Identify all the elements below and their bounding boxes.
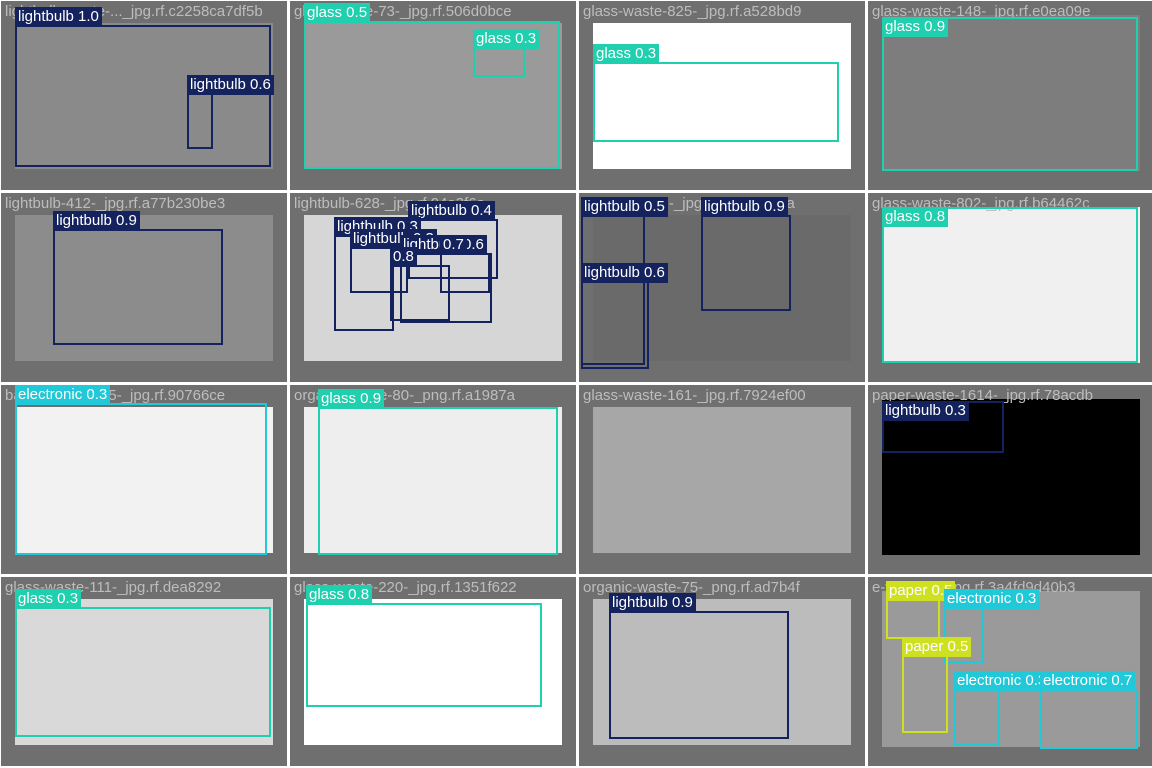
result-tile: e-waste-..._jpg.rf.3a4fd9d40b3 paper 0.5 e…: [868, 577, 1152, 766]
detection-label: lightbulb 0.3: [882, 401, 969, 421]
bounding-box-glass: [882, 207, 1138, 363]
detection-label: 0.7: [440, 235, 467, 255]
detection-label: glass 0.3: [473, 29, 540, 49]
detection-label: paper 0.5: [902, 637, 972, 657]
detection-label: glass 0.5: [304, 3, 371, 23]
bounding-box-lightbulb: [187, 93, 213, 149]
bounding-box-paper: [902, 655, 948, 733]
image-filename: glass-waste-161-_jpg.rf.7924ef00: [583, 387, 806, 404]
detection-label: glass 0.8: [882, 207, 949, 227]
sample-image: [882, 207, 1140, 363]
image-filename: glass-waste-148-_jpg.rf.e0ea09e: [872, 3, 1091, 20]
bounding-box-lightbulb: [581, 281, 649, 369]
bounding-box-paper: [886, 599, 940, 639]
result-tile: lightbulb-287-_jpg.rf.75e90900a lightbulb…: [579, 193, 865, 382]
sample-image: [304, 407, 562, 553]
sample-image: [593, 215, 851, 361]
detection-label: glass 0.3: [593, 44, 660, 64]
detection-label: electronic 0.3: [954, 671, 1050, 691]
detection-label: lightbulb 0.6: [581, 263, 668, 283]
bounding-box-glass: [304, 21, 560, 169]
bounding-box-glass: [882, 17, 1138, 171]
detection-label: electronic 0.3: [15, 385, 111, 405]
detection-label: glass 0.8: [306, 585, 373, 605]
image-filename: lightbulb-412-_jpg.rf.a77b230be3: [5, 195, 226, 212]
detection-label: lightbulb 0.6: [187, 75, 274, 95]
result-tile: glass-waste-220-_jpg.rf.1351f622 glass 0.…: [290, 577, 576, 766]
result-tile: battery-waste-35-_jpg.rf.90766ce electron…: [1, 385, 287, 574]
bounding-box-glass: [318, 407, 558, 555]
detection-label: glass 0.9: [882, 17, 949, 37]
bounding-box-lightbulb: [609, 611, 789, 739]
bounding-box-lightbulb: [390, 265, 450, 321]
detection-label: paper 0.5: [886, 581, 956, 601]
detection-label: lightbulb 0.9: [609, 593, 696, 613]
bounding-box-glass: [15, 607, 271, 737]
sample-image: [882, 399, 1140, 555]
result-tile: glass-waste-802-_jpg.rf.b64462c glass 0.8: [868, 193, 1152, 382]
bounding-box-glass: [306, 603, 542, 707]
result-tile: glass-waste-148-_jpg.rf.e0ea09e glass 0.9: [868, 1, 1152, 190]
sample-image: [15, 215, 273, 361]
result-tile: organic-waste-80-_png.rf.a1987a glass 0.9: [290, 385, 576, 574]
result-tile: glass-waste-73-_jpg.rf.506d0bce glass 0.5…: [290, 1, 576, 190]
sample-image: [15, 599, 273, 745]
sample-image: [882, 15, 1140, 171]
bounding-box-electronic: [1040, 689, 1138, 749]
detection-label: lightbulb 0.9: [53, 211, 140, 231]
bounding-box-glass: [473, 47, 525, 77]
sample-image: [593, 599, 851, 745]
result-tile: glass-waste-111-_jpg.rf.dea8292 glass 0.3: [1, 577, 287, 766]
bounding-box-glass: [593, 62, 839, 142]
result-tile: organic-waste-75-_png.rf.ad7b4f lightbulb…: [579, 577, 865, 766]
detection-label: electronic 0.7: [1040, 671, 1136, 691]
detection-label: lightbulb 1.0: [15, 7, 102, 27]
result-tile: paper-waste-1614-_jpg.rf.78acdb lightbulb…: [868, 385, 1152, 574]
image-filename: organic-waste-75-_png.rf.ad7b4f: [583, 579, 800, 596]
sample-image: [304, 599, 562, 745]
sample-image: [882, 591, 1140, 747]
detection-label: electronic 0.3: [944, 589, 1040, 609]
image-filename: paper-waste-1614-_jpg.rf.78acdb: [872, 387, 1093, 404]
detection-label: glass 0.9: [318, 389, 385, 409]
detection-label: lightbulb 0.4: [408, 201, 495, 221]
detection-label: lightbulb 0.5: [581, 197, 668, 217]
bounding-box-electronic: [954, 689, 1000, 745]
bounding-box-lightbulb: [15, 25, 271, 167]
image-filename: glass-waste-825-_jpg.rf.a528bd9: [583, 3, 802, 20]
sample-image: [593, 407, 851, 553]
detection-label: 0.8: [390, 247, 417, 267]
result-tile: glass-waste-161-_jpg.rf.7924ef00: [579, 385, 865, 574]
sample-image: [15, 23, 273, 169]
bounding-box-lightbulb: [701, 215, 791, 311]
sample-image: [15, 407, 273, 553]
bounding-box-electronic: [15, 403, 267, 555]
bounding-box-lightbulb: [53, 229, 223, 345]
detection-label: glass 0.3: [15, 589, 82, 609]
result-tile: lightbulb-628-_jpg.rf.94a3f6a lightbulb 0…: [290, 193, 576, 382]
result-tile: lightbulb-412-_jpg.rf.a77b230be3 lightbul…: [1, 193, 287, 382]
detection-label: lightbulb 0.9: [701, 197, 788, 217]
result-tile: lightbulb-waste-..._jpg.rf.c2258ca7df5b l…: [1, 1, 287, 190]
